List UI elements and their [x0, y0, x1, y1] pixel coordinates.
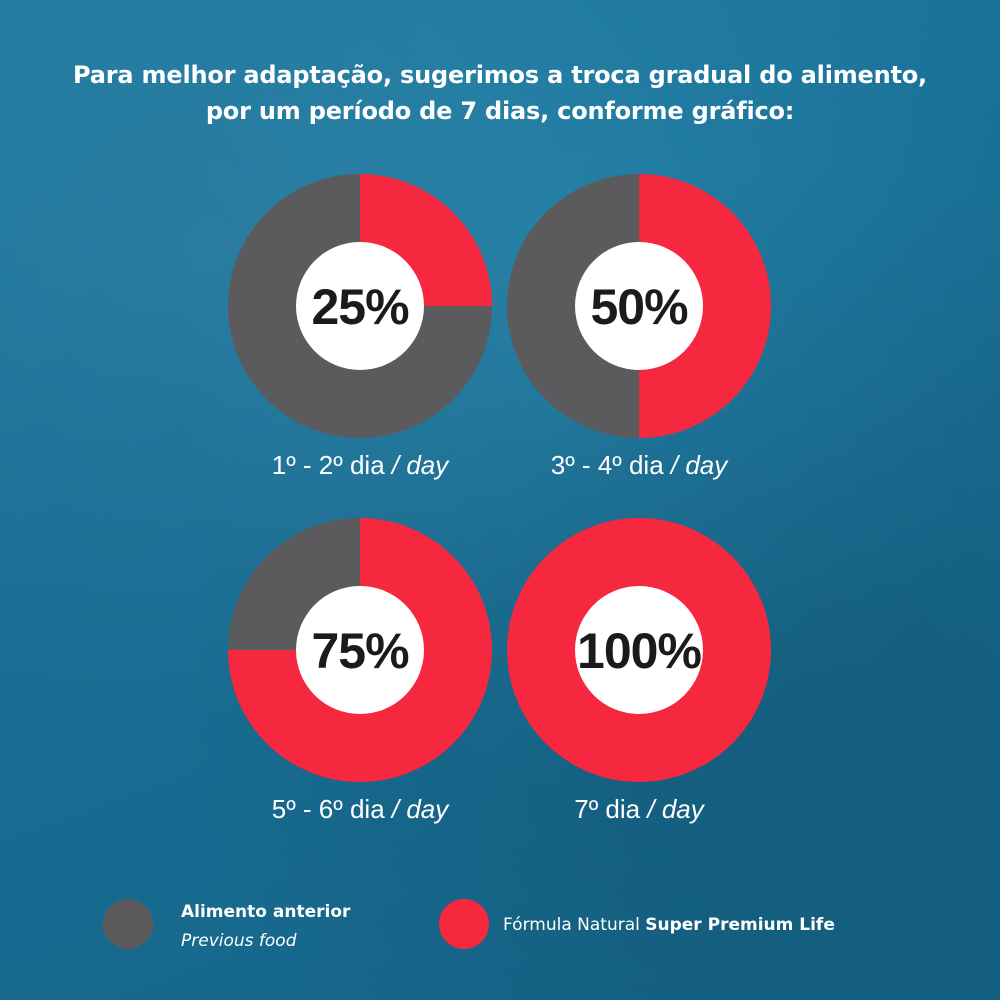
donut-slice-previous-food: [507, 174, 639, 438]
legend-swatch-new-formula: [439, 899, 489, 949]
percentage-label: 75%: [311, 623, 409, 679]
donut-slices: [507, 174, 771, 438]
day-caption-separator: /: [384, 794, 407, 824]
day-caption: 3º - 4º dia / day: [507, 450, 771, 481]
donut-svg: 25%: [228, 174, 492, 438]
donut-chart-day-1-2: 25% 1º - 2º dia / day: [228, 174, 492, 480]
donut-center: [575, 586, 703, 714]
headline-line-1: Para melhor adaptação, sugerimos a troca…: [73, 61, 927, 89]
legend-item-new-formula: Fórmula Natural Super Premium Life: [439, 895, 909, 955]
donut-chart-day-5-6: 75% 5º - 6º dia / day: [228, 518, 492, 824]
day-caption-pt: 5º - 6º dia: [271, 794, 385, 824]
day-caption-pt: 7º dia: [574, 794, 641, 824]
percentage-label: 100%: [577, 623, 701, 679]
donut-chart-day-3-4: 50% 3º - 4º dia / day: [507, 174, 771, 480]
day-caption-separator: /: [640, 794, 662, 824]
day-caption-pt: 1º - 2º dia: [271, 450, 385, 480]
day-caption-en: day: [661, 794, 704, 824]
percentage-label: 50%: [590, 279, 688, 335]
day-caption: 1º - 2º dia / day: [228, 450, 492, 481]
donut-svg: 75%: [228, 518, 492, 782]
donut-chart-day-7: 100% 7º dia / day: [507, 518, 771, 824]
donut-svg: 100%: [507, 518, 771, 782]
day-caption-pt: 3º - 4º dia: [550, 450, 664, 480]
day-caption-en: day: [685, 450, 728, 480]
donut-center: [296, 242, 424, 370]
legend-swatch-previous-food: [103, 899, 153, 949]
donut-center: [296, 586, 424, 714]
day-caption: 5º - 6º dia / day: [228, 794, 492, 825]
day-caption: 7º dia / day: [507, 794, 771, 825]
donut-svg: 50%: [507, 174, 771, 438]
legend-label-new-formula-regular: Fórmula Natural: [503, 915, 646, 935]
day-caption-separator: /: [663, 450, 686, 480]
percentage-label: 25%: [311, 279, 409, 335]
legend-label-new-formula-bold: Super Premium Life: [645, 915, 835, 935]
donut-center: [575, 242, 703, 370]
legend-label-new-formula: Fórmula Natural Super Premium Life: [503, 915, 835, 935]
headline-line-2: por um período de 7 dias, conforme gráfi…: [205, 97, 795, 125]
day-caption-en: day: [406, 450, 449, 480]
day-caption-separator: /: [384, 450, 407, 480]
day-caption-en: day: [406, 794, 449, 824]
legend-label-previous-food-en: Previous food: [181, 931, 297, 951]
headline: Para melhor adaptação, sugerimos a troca…: [0, 57, 1000, 129]
legend-item-previous-food: Alimento anterior Previous food: [103, 895, 403, 955]
donut-slice-new-formula: [639, 174, 771, 438]
legend-label-previous-food: Alimento anterior: [181, 902, 351, 922]
